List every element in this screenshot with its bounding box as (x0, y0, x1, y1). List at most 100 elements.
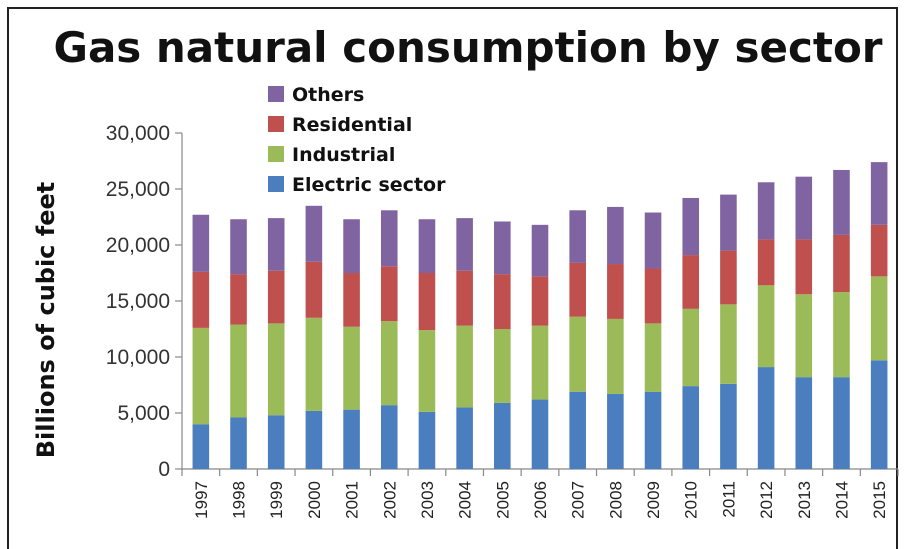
bar-industrial-2015 (870, 276, 888, 361)
bar-industrial-2010 (682, 308, 700, 387)
x-tick-label: 2007 (569, 481, 588, 519)
bar-electric-sector-2003 (418, 411, 436, 469)
bar-industrial-1999 (267, 323, 285, 416)
bar-others-1998 (230, 219, 247, 275)
bar-residential-2015 (870, 224, 888, 277)
bar-industrial-2012 (757, 285, 775, 368)
bar-industrial-1998 (230, 324, 247, 418)
x-tick-label: 2015 (870, 481, 889, 519)
bar-electric-sector-2001 (343, 409, 360, 469)
bar-others-2009 (644, 212, 662, 269)
y-tick-label: 20,000 (106, 234, 170, 257)
bar-residential-2007 (569, 262, 586, 317)
x-tick-label: 2002 (380, 481, 399, 519)
bar-others-2000 (305, 205, 323, 262)
bar-others-2015 (870, 162, 888, 225)
bar-electric-sector-2005 (494, 402, 511, 469)
legend-swatch-industrial (268, 146, 284, 162)
legend-label: Electric sector (292, 174, 446, 196)
bar-residential-2009 (644, 268, 662, 324)
bar-electric-sector-2000 (305, 410, 323, 469)
bar-industrial-2004 (456, 325, 473, 408)
x-tick-label: 2005 (493, 481, 512, 519)
bar-others-2002 (380, 210, 398, 267)
x-tick-label: 2011 (719, 481, 738, 518)
bar-residential-2014 (833, 234, 850, 293)
x-tick-label: 2001 (343, 481, 362, 519)
chart-title: Gas natural consumption by sector (53, 23, 882, 72)
legend-swatch-others (268, 86, 284, 102)
x-tick-label: 2013 (795, 481, 814, 519)
bar-industrial-2000 (305, 317, 323, 411)
x-tick-label: 2010 (682, 481, 701, 519)
bar-residential-2006 (531, 276, 549, 326)
bar-industrial-2011 (720, 304, 737, 384)
bar-others-1999 (267, 218, 285, 271)
bar-electric-sector-2014 (833, 377, 850, 469)
bar-industrial-2002 (380, 321, 398, 406)
bar-industrial-2009 (644, 323, 662, 392)
bar-residential-2002 (380, 266, 398, 322)
legend-label: Residential (292, 114, 412, 136)
x-tick-label: 2000 (305, 481, 324, 519)
x-tick-label: 2012 (757, 481, 776, 519)
bar-others-2012 (757, 182, 775, 240)
bar-industrial-2001 (343, 326, 360, 410)
bar-residential-2005 (494, 274, 511, 329)
bar-electric-sector-1999 (267, 415, 285, 469)
bar-industrial-2007 (569, 316, 586, 392)
bar-electric-sector-2004 (456, 407, 473, 469)
bar-others-2004 (456, 218, 473, 271)
bar-others-2011 (720, 194, 737, 251)
x-tick-label: 1997 (192, 481, 211, 519)
bar-residential-1999 (267, 270, 285, 324)
bars (192, 162, 888, 469)
y-tick-label: 0 (158, 458, 170, 481)
bar-residential-1997 (192, 271, 210, 328)
bar-electric-sector-2009 (644, 391, 662, 469)
bar-residential-2012 (757, 239, 775, 286)
y-tick-label: 10,000 (106, 346, 170, 369)
bar-residential-2003 (418, 273, 436, 331)
bar-industrial-2005 (494, 329, 511, 403)
legend-label: Industrial (292, 144, 395, 166)
bar-electric-sector-2006 (531, 399, 549, 469)
legend-swatch-electric-sector (268, 176, 284, 192)
bar-residential-2011 (720, 250, 737, 305)
bar-industrial-2008 (607, 318, 624, 394)
y-tick-label: 5,000 (117, 402, 170, 425)
bar-electric-sector-2008 (607, 393, 624, 469)
x-tick-label: 1999 (267, 481, 286, 519)
bar-others-1997 (192, 214, 210, 272)
y-axis-label: Billions of cubic feet (32, 182, 60, 458)
bar-others-2006 (531, 224, 549, 277)
bar-residential-2013 (795, 239, 813, 295)
bar-residential-1998 (230, 274, 247, 325)
bar-electric-sector-2015 (870, 360, 888, 469)
y-tick-label: 15,000 (106, 290, 170, 313)
bar-others-2007 (569, 210, 586, 263)
bar-residential-2001 (343, 273, 360, 327)
bar-others-2013 (795, 176, 813, 240)
bar-electric-sector-2007 (569, 391, 586, 469)
bar-electric-sector-1997 (192, 424, 210, 469)
x-tick-label: 2009 (644, 481, 663, 519)
bar-industrial-2003 (418, 330, 436, 412)
x-tick-label: 2008 (606, 481, 625, 519)
y-tick-label: 25,000 (106, 178, 170, 201)
bar-electric-sector-2010 (682, 386, 700, 469)
bar-electric-sector-2013 (795, 377, 813, 469)
bar-others-2014 (833, 169, 850, 235)
bar-electric-sector-2012 (757, 367, 775, 469)
legend-swatch-residential (268, 116, 284, 132)
bar-electric-sector-2002 (380, 405, 398, 469)
x-tick-label: 2004 (456, 481, 475, 519)
bar-residential-2008 (607, 264, 624, 319)
axes: 0 5,000 10,000 15,000 20,000 25,000 30,000 1997… (106, 122, 899, 519)
bar-electric-sector-2011 (720, 383, 737, 469)
bar-residential-2004 (456, 270, 473, 326)
x-tick-label: 2006 (531, 481, 550, 519)
x-tick-label: 1998 (230, 481, 249, 519)
bar-others-2001 (343, 219, 360, 273)
